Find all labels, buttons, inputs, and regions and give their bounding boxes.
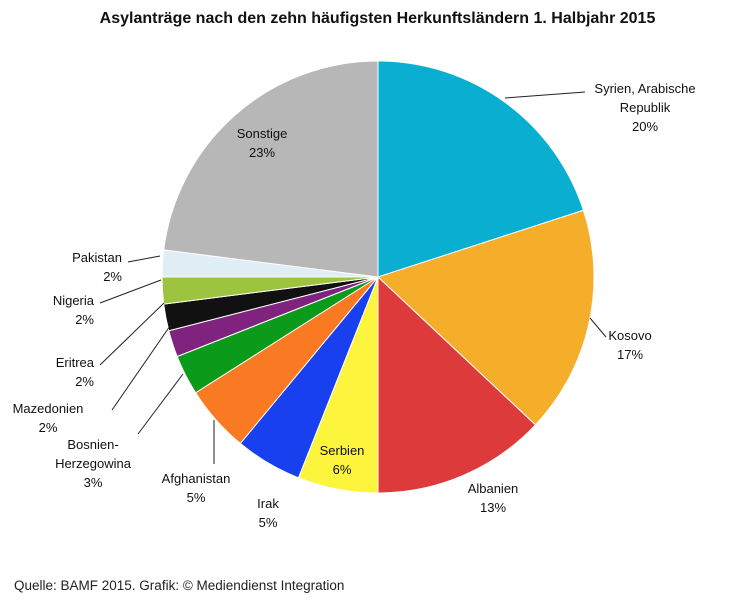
- slice-percent: 20%: [632, 119, 658, 134]
- slice-percent: 3%: [84, 475, 103, 490]
- leader-line-pakistan: [127, 255, 161, 263]
- chart-title: Asylanträge nach den zehn häufigsten Her…: [99, 10, 656, 27]
- leader-line-bosnien-herzegowina: [137, 373, 184, 435]
- leader-line-syrien-arabische-republik: [504, 91, 586, 99]
- slice-name: Bosnien-: [67, 437, 118, 452]
- slice-name: Pakistan: [72, 250, 122, 265]
- slice-name: Republik: [620, 100, 671, 115]
- slice-percent: 2%: [39, 420, 58, 435]
- slice-percent: 2%: [103, 269, 122, 284]
- slice-label-nigeria: Nigeria 2%: [53, 293, 95, 327]
- source-note: Quelle: BAMF 2015. Grafik: © Mediendiens…: [14, 578, 345, 593]
- slice-name: Mazedonien: [13, 401, 84, 416]
- slice-percent: 13%: [480, 500, 506, 515]
- slice-name: Kosovo: [608, 328, 651, 343]
- leader-line-kosovo: [589, 317, 607, 338]
- slice-label-afghanistan: Afghanistan 5%: [162, 471, 231, 505]
- pie-slice-syrien-arabische-republik: [377, 60, 585, 278]
- slice-label-syrien-arabische-republik: Syrien, Arabische Republik 20%: [594, 81, 695, 134]
- leader-line-nigeria: [99, 279, 162, 304]
- slice-label-serbien: Serbien 6%: [320, 443, 365, 477]
- slice-percent: 5%: [259, 515, 278, 530]
- slice-label-sonstige: Sonstige 23%: [237, 126, 288, 160]
- slice-label-irak: Irak 5%: [257, 496, 279, 530]
- slice-name: Herzegowina: [55, 456, 132, 471]
- slice-name: Nigeria: [53, 293, 95, 308]
- slice-label-mazedonien: Mazedonien 2%: [13, 401, 84, 435]
- leader-line-mazedonien: [111, 325, 171, 411]
- slice-name: Albanien: [468, 481, 519, 496]
- slice-label-eritrea: Eritrea 2%: [56, 355, 95, 389]
- slice-percent: 5%: [187, 490, 206, 505]
- slice-percent: 2%: [75, 374, 94, 389]
- slice-label-pakistan: Pakistan 2%: [72, 250, 122, 284]
- slice-name: Irak: [257, 496, 279, 511]
- slice-label-albanien: Albanien 13%: [468, 481, 519, 515]
- pie-slice-kosovo: [377, 209, 595, 426]
- slice-name: Afghanistan: [162, 471, 231, 486]
- slice-percent: 2%: [75, 312, 94, 327]
- pie-slice-albanien: [377, 275, 537, 494]
- slice-name: Serbien: [320, 443, 365, 458]
- pie-slice-sonstige: [163, 60, 379, 278]
- slice-name: Syrien, Arabische: [594, 81, 695, 96]
- slice-percent: 6%: [333, 462, 352, 477]
- slice-name: Eritrea: [56, 355, 95, 370]
- leader-line-eritrea: [99, 302, 165, 366]
- slice-label-bosnien-herzegowina: Bosnien- Herzegowina 3%: [55, 437, 132, 490]
- slice-percent: 17%: [617, 347, 643, 362]
- slice-name: Sonstige: [237, 126, 288, 141]
- slice-percent: 23%: [249, 145, 275, 160]
- slice-label-kosovo: Kosovo 17%: [608, 328, 651, 362]
